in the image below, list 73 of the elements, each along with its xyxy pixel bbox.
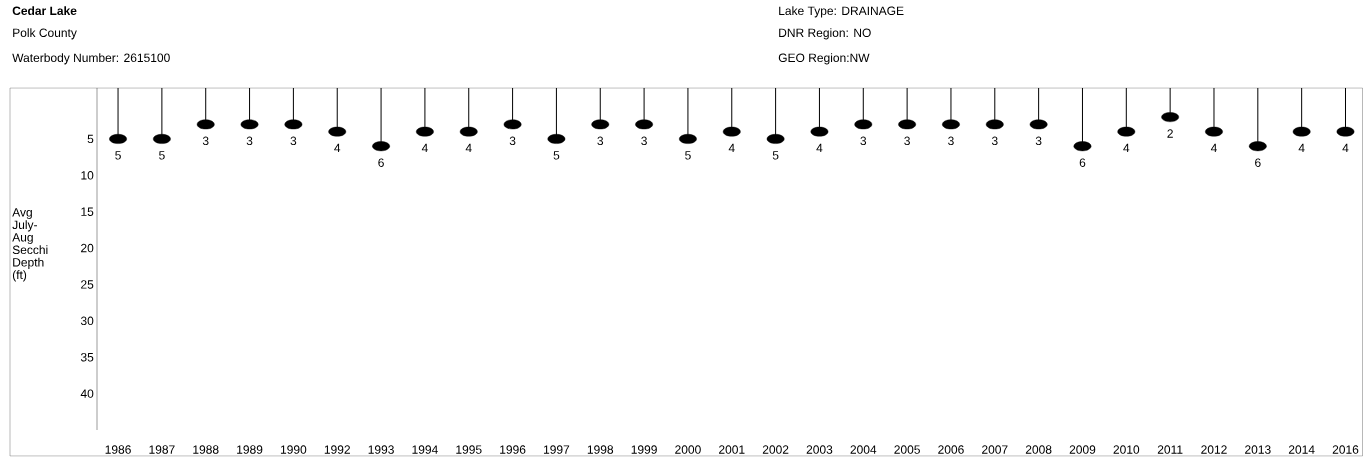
y-tick-label: 15 [81,207,94,216]
y-tick-label: 25 [81,280,94,289]
x-tick-label: 2004 [850,445,877,454]
y-tick-label: 30 [80,316,94,326]
x-tick-label: 1997 [543,445,570,454]
x-tick-label: 2008 [1025,445,1052,454]
x-tick-label: 1996 [500,445,526,454]
x-tick-label: 2001 [719,445,745,454]
chart-title: Cedar Lake [12,6,77,15]
data-label: 3 [904,136,910,146]
text: DNR Region: NO [779,28,871,40]
x-tick-label: 2003 [806,445,833,454]
x-tick-label: 1988 [193,445,219,454]
x-tick-label: 1994 [412,445,438,454]
y-tick-label: 35 [80,353,94,362]
data-label: 3 [641,136,647,146]
y-tick-label: 20 [81,243,94,253]
x-tick-label: 1987 [149,445,175,454]
x-tick-label: 2011 [1157,445,1183,454]
chart-subtitle: Polk County [13,28,77,40]
x-tick-label: 2000 [675,445,701,454]
x-tick-label: 2007 [982,445,1008,454]
data-label: 5 [553,151,560,160]
data-label: 4 [465,143,472,153]
data-label: 3 [246,136,253,146]
x-tick-label: 2010 [1113,445,1140,454]
data-label: 3 [202,136,209,146]
data-label: 3 [1035,136,1042,146]
data-label: 4 [1210,143,1217,153]
data-label: 3 [860,136,867,146]
y-tick-label: 5 [87,134,94,144]
y-tick-label: 40 [80,389,94,398]
y-tick-label: 10 [81,171,94,180]
text: Lake Type: DRAINAGE [779,6,904,18]
data-label: 3 [597,136,604,146]
data-label: 4 [334,143,341,153]
data-label: 3 [991,136,998,146]
x-tick-label: 1999 [631,445,657,454]
data-label: 6 [378,158,384,167]
y-axis-title: Avg July-Aug Secchi Depth (ft) [12,208,48,282]
data-label: 3 [948,136,954,146]
data-label: 6 [1255,158,1261,167]
x-tick-label: 1986 [105,445,131,454]
x-tick-label: 2014 [1288,445,1315,454]
text: GEO Region:NW [778,53,870,65]
x-tick-label: 2012 [1201,445,1227,454]
data-label: 4 [728,143,735,153]
data-label: 4 [1342,143,1349,153]
x-tick-label: 2016 [1332,445,1359,454]
x-tick-label: 1992 [324,445,350,454]
data-label: 5 [159,151,165,160]
x-tick-label: 2006 [938,445,964,454]
x-tick-label: 1989 [237,445,263,454]
text: Waterbody Number: 2615100 [12,53,170,65]
x-tick-label: 1993 [368,445,394,454]
x-tick-label: 2009 [1069,445,1096,454]
data-label: 4 [1298,143,1305,153]
data-label: 2 [1167,129,1173,138]
data-label: 6 [1079,158,1086,167]
data-label: 4 [1123,143,1130,153]
data-label: 3 [290,136,297,146]
x-tick-label: 1990 [280,445,307,454]
data-label: 5 [685,151,691,160]
x-tick-label: 1998 [587,445,614,454]
x-tick-label: 2013 [1245,445,1271,454]
x-tick-label: 2002 [762,445,789,454]
x-tick-label: 1995 [456,445,482,454]
data-label: 5 [772,151,779,160]
x-tick-label: 2005 [894,445,920,454]
data-label: 3 [509,136,516,146]
data-label: 5 [115,151,121,160]
data-label: 4 [816,143,823,153]
data-label: 4 [421,143,428,153]
